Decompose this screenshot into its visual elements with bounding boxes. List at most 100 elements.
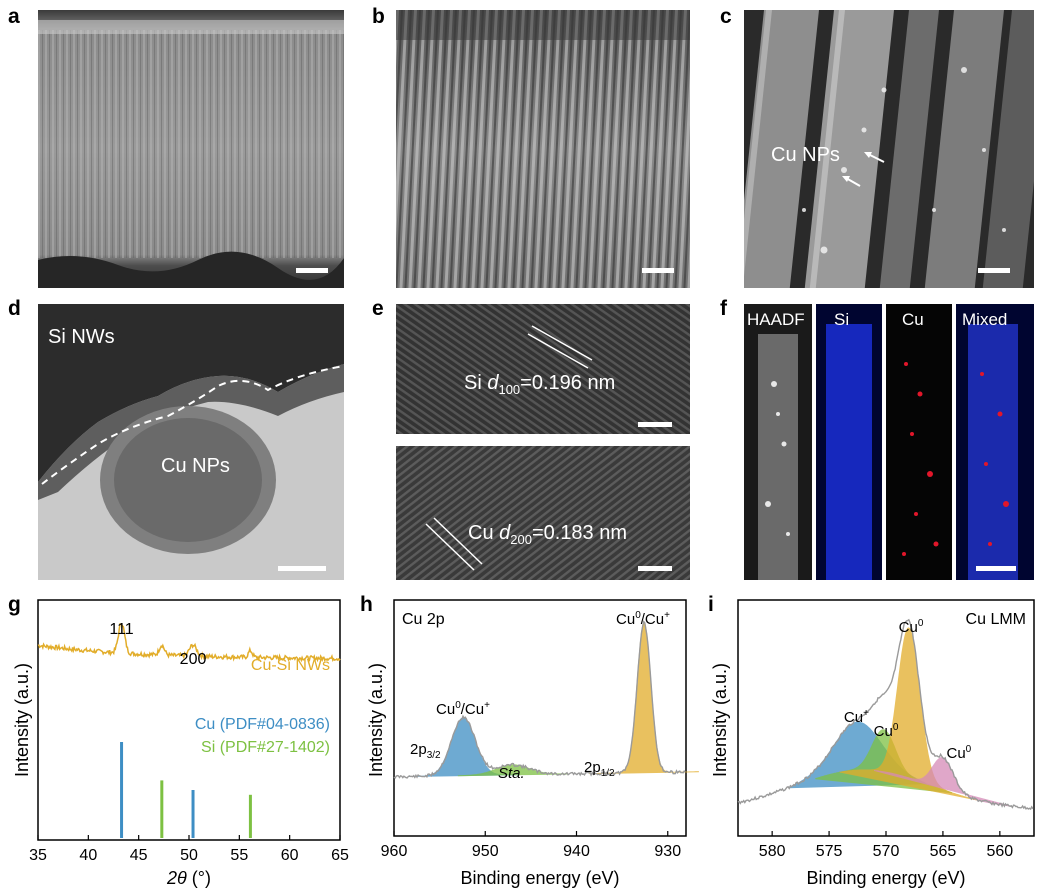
xrd-x-tick-label: 35 — [29, 847, 47, 864]
eds-haadf-map: HAADF — [744, 304, 812, 580]
legend-si-pdf: Si (PDF#27-1402) — [201, 739, 330, 756]
xps-h-raw-line — [393, 620, 686, 780]
xrd-x-tick-label: 65 — [331, 847, 349, 864]
legend-cu-pdf: Cu (PDF#04-0836) — [195, 716, 330, 733]
xps-i-x-tick-label: 570 — [873, 843, 900, 860]
xrd-chart: 35 40 45 50 55 60 65 111 200 Cu-Si NWs Cu (PDF… — [12, 599, 349, 888]
xps-cu2p-chart: 960 950 940 930 Cu 2p Cu0/Cu+ Cu0/Cu+ 2p3/2… — [366, 599, 699, 888]
si-map-graphic — [826, 324, 872, 580]
mixed-map-label: Mixed — [962, 310, 1008, 329]
xrd-reference-lines — [120, 742, 252, 838]
cu-map-label: Cu — [902, 310, 924, 329]
xps-h-x-ticks: 960 950 940 930 — [381, 831, 681, 860]
scale-bar-f — [976, 566, 1016, 571]
eds-si-map: Si — [816, 304, 882, 580]
xps-h-plot-frame — [393, 599, 687, 837]
xps-h-x-tick-label: 960 — [381, 843, 408, 860]
si-map-label: Si — [834, 310, 850, 329]
xps-i-peak-label: Cu0 — [874, 722, 899, 740]
xps-i-x-tick-label: 560 — [986, 843, 1013, 860]
sem-image-b — [396, 10, 690, 288]
p12-label: 2p1/2 — [584, 759, 615, 779]
p32-label: 2p3/2 — [410, 741, 441, 761]
xps-i-x-axis-label: Binding energy (eV) — [806, 868, 965, 888]
cu-nps-label-c: Cu NPs — [771, 144, 840, 166]
mixed-map-graphic — [968, 324, 1018, 580]
xps-h-peak-fill — [589, 621, 699, 775]
xps-i-y-axis-label: Intensity (a.u.) — [710, 663, 730, 777]
cu-spacing-label: Cu d200=0.183 nm — [468, 522, 628, 547]
xrd-x-tick-label: 60 — [281, 847, 299, 864]
scale-bar-a — [296, 268, 328, 273]
eds-mixed-map: Mixed — [956, 304, 1034, 580]
xrd-x-tick-label: 55 — [230, 847, 248, 864]
eds-cu-map: Cu — [886, 304, 952, 580]
sem-c-graphic — [744, 10, 1034, 288]
xps-i-x-ticks: 580 575 570 565 560 — [759, 831, 1013, 860]
xps-h-x-tick-label: 950 — [472, 843, 499, 860]
xrd-x-ticks: 35 40 45 50 55 60 65 — [29, 835, 349, 864]
xps-h-y-axis-label: Intensity (a.u.) — [366, 663, 386, 777]
panel-label-f: f — [720, 297, 727, 320]
panel-label-i: i — [708, 593, 714, 616]
panel-label-c: c — [720, 5, 732, 28]
cu-map-graphic — [902, 362, 939, 556]
sat-label: Sta. — [498, 765, 525, 782]
scale-bar-c — [978, 268, 1010, 273]
panel-label-d: d — [8, 297, 21, 320]
sem-image-a — [38, 10, 344, 288]
left-peak-label: Cu0/Cu+ — [436, 700, 490, 718]
xps-h-x-tick-label: 930 — [654, 843, 681, 860]
sem-a-graphic — [38, 10, 344, 288]
cu-nps-label-d: Cu NPs — [161, 455, 230, 477]
xps-h-peak-fills — [408, 621, 699, 778]
xps-h-x-axis-label: Binding energy (eV) — [460, 868, 619, 888]
xrd-x-tick-label: 45 — [130, 847, 148, 864]
panel-label-h: h — [360, 593, 373, 616]
scale-bar-e-top — [638, 422, 672, 427]
tem-image-d: Si NWs Cu NPs — [38, 304, 344, 580]
xps-h-x-tick-label: 940 — [563, 843, 590, 860]
hrtem-top-graphic — [396, 304, 690, 434]
si-nws-label: Si NWs — [48, 326, 115, 348]
tem-d-graphic — [38, 304, 344, 580]
xrd-x-axis-label: 2θ (°) — [166, 868, 211, 888]
xps-i-x-tick-label: 565 — [930, 843, 957, 860]
si-spacing-label: Si d100=0.196 nm — [464, 372, 616, 397]
xrd-series-line — [37, 622, 341, 663]
scale-bar-e-bottom — [638, 566, 672, 571]
xps-i-peak-label: Cu+ — [844, 708, 869, 726]
sem-b-graphic — [396, 10, 690, 288]
hrtem-image-top: Si d100=0.196 nm — [396, 304, 690, 434]
panel-label-a: a — [8, 5, 20, 28]
haadf-graphic — [758, 334, 798, 580]
xps-i-peak-labels: Cu+ Cu0 Cu0 Cu0 — [844, 618, 972, 762]
haadf-label: HAADF — [747, 310, 805, 329]
xps-i-x-tick-label: 575 — [816, 843, 843, 860]
peak-label-200: 200 — [180, 651, 207, 668]
panel-label-e: e — [372, 297, 384, 320]
hrtem-bottom-graphic — [396, 446, 690, 580]
scale-bar-b — [642, 268, 674, 273]
right-peak-label: Cu0/Cu+ — [616, 610, 670, 628]
peak-label-111: 111 — [109, 621, 133, 638]
xrd-y-axis-label: Intensity (a.u.) — [12, 663, 32, 777]
xps-h-title: Cu 2p — [402, 611, 445, 628]
xrd-x-tick-label: 50 — [180, 847, 198, 864]
arrow-icon — [842, 152, 885, 187]
xrd-x-tick-label: 40 — [79, 847, 97, 864]
xps-culmm-chart: 580 575 570 565 560 Cu LMM Cu+ Cu0 Cu0 Cu0 Inte… — [710, 599, 1035, 888]
xps-i-title: Cu LMM — [966, 611, 1026, 628]
xps-i-peak-fills — [788, 627, 1012, 807]
scale-bar-d — [278, 566, 326, 571]
sem-image-c: Cu NPs — [744, 10, 1034, 288]
xps-i-peak-fill — [838, 627, 978, 801]
xps-i-x-tick-label: 580 — [759, 843, 786, 860]
xps-i-raw-line — [737, 618, 1034, 811]
panel-label-b: b — [372, 5, 385, 28]
panel-label-g: g — [8, 593, 21, 616]
hrtem-image-bottom: Cu d200=0.183 nm — [396, 446, 690, 580]
xps-i-peak-label: Cu0 — [946, 744, 971, 762]
xps-i-peak-label: Cu0 — [899, 618, 924, 636]
legend-cu-si-nws: Cu-Si NWs — [251, 657, 330, 674]
